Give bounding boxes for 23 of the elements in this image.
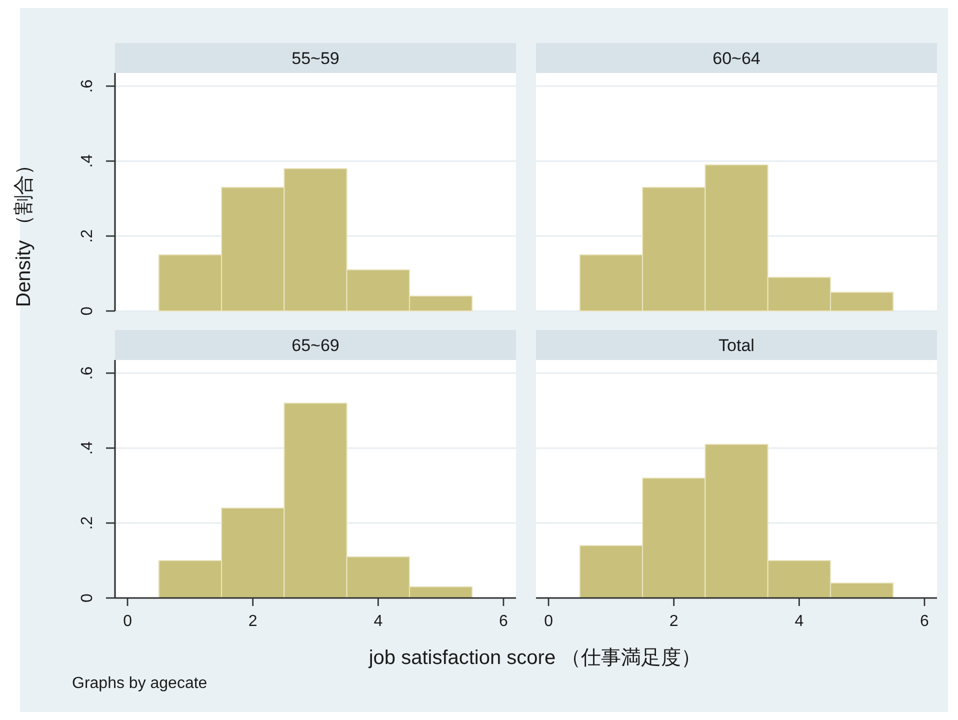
y-tick-label: 0: [79, 306, 96, 316]
x-tick-label: 4: [794, 613, 804, 630]
chart-title: Total: [718, 336, 754, 355]
x-axis-title: job satisfaction score （仕事満足度）: [368, 647, 702, 669]
x-tick-label: 4: [374, 613, 383, 630]
x-tick-label: 0: [123, 613, 132, 630]
text: Graphs by agecate: [72, 675, 208, 692]
y-tick-label: .2: [79, 229, 96, 243]
y-tick-label: .6: [79, 366, 96, 380]
x-tick-label: 6: [499, 613, 508, 630]
y-tick-label: .2: [79, 516, 96, 530]
y-tick-label: 0: [79, 593, 96, 602]
y-tick-label: .4: [79, 154, 96, 168]
x-tick-label: 6: [920, 613, 930, 630]
chart-title: 65~69: [292, 336, 340, 355]
y-tick-label: .4: [79, 441, 96, 455]
chart-title: 55~59: [292, 49, 340, 68]
x-tick-label: 2: [248, 613, 258, 630]
chart-title: 60~64: [712, 49, 760, 68]
x-tick-label: 0: [544, 613, 554, 630]
y-tick-label: .6: [79, 79, 96, 93]
x-tick-label: 2: [669, 613, 678, 630]
y-axis-title: Density （割合）: [13, 154, 35, 307]
